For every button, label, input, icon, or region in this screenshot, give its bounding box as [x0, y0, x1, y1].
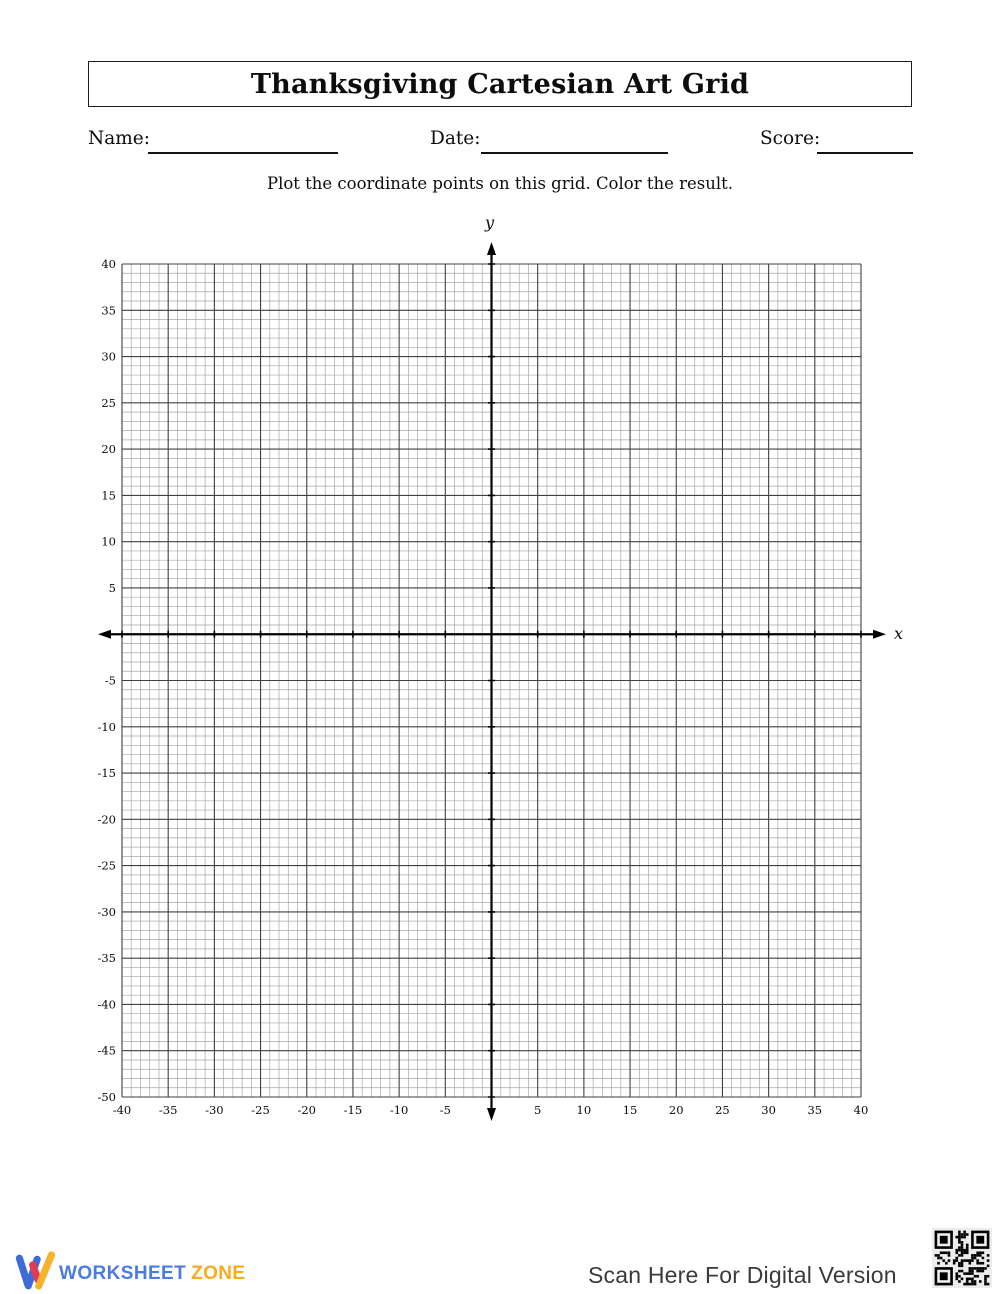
svg-text:-30: -30	[205, 1103, 224, 1117]
worksheetzone-w-logo-icon	[15, 1251, 56, 1290]
svg-text:-40: -40	[97, 997, 116, 1011]
date-label: Date:	[430, 128, 481, 149]
axis-tick-marks	[121, 263, 862, 1098]
date-input-line[interactable]	[481, 152, 668, 154]
instruction-text: Plot the coordinate points on this grid.…	[266, 174, 734, 193]
svg-text:-15: -15	[344, 1103, 363, 1117]
svg-text:-5: -5	[440, 1103, 451, 1117]
score-input-line[interactable]	[817, 152, 913, 154]
svg-text:-20: -20	[297, 1103, 316, 1117]
svg-text:20: 20	[669, 1103, 684, 1117]
name-label: Name:	[88, 128, 150, 149]
svg-text:-50: -50	[97, 1090, 116, 1104]
svg-text:y: y	[484, 213, 495, 232]
svg-text:-45: -45	[97, 1044, 116, 1058]
svg-text:30: 30	[101, 350, 116, 364]
svg-text:-35: -35	[97, 951, 116, 965]
svg-text:35: 35	[807, 1103, 822, 1117]
minor-gridlines	[122, 264, 861, 1097]
brand-wordmark: WORKSHEET ZONE	[59, 1263, 246, 1285]
svg-text:40: 40	[854, 1103, 869, 1117]
svg-text:-30: -30	[97, 905, 116, 919]
svg-text:5: 5	[109, 581, 116, 595]
svg-text:40: 40	[101, 257, 116, 271]
scan-here-text: Scan Here For Digital Version	[588, 1262, 897, 1288]
svg-text:5: 5	[534, 1103, 541, 1117]
qr-code-icon	[932, 1228, 992, 1288]
svg-text:25: 25	[101, 396, 116, 410]
svg-text:-40: -40	[113, 1103, 132, 1117]
svg-text:15: 15	[101, 488, 116, 502]
svg-text:-5: -5	[105, 674, 116, 688]
svg-text:20: 20	[101, 442, 116, 456]
svg-text:-10: -10	[97, 720, 116, 734]
axes: x y	[98, 213, 903, 1121]
svg-text:10: 10	[101, 535, 116, 549]
major-gridlines	[121, 263, 862, 1098]
svg-text:-15: -15	[97, 766, 116, 780]
svg-text:-35: -35	[159, 1103, 178, 1117]
svg-text:15: 15	[623, 1103, 638, 1117]
svg-text:-25: -25	[251, 1103, 270, 1117]
x-axis-tick-labels: -40 -35 -30 -25 -20 -15 -10 -5 5 10 15 20 25 30 35 40	[113, 1103, 869, 1117]
brand-word-zone: ZONE	[191, 1263, 246, 1284]
svg-text:25: 25	[715, 1103, 730, 1117]
svg-text:x: x	[894, 624, 903, 643]
title-box: Thanksgiving Cartesian Art Grid	[88, 61, 912, 107]
svg-text:35: 35	[101, 303, 116, 317]
score-label: Score:	[760, 128, 821, 149]
svg-text:-10: -10	[390, 1103, 409, 1117]
page-title: Thanksgiving Cartesian Art Grid	[250, 68, 750, 100]
name-input-line[interactable]	[148, 152, 338, 154]
svg-text:-25: -25	[97, 859, 116, 873]
svg-text:-20: -20	[97, 812, 116, 826]
svg-text:30: 30	[761, 1103, 776, 1117]
y-axis-tick-labels: 40 35 30 25 20 15 10 5 -5 -10 -15 -20 -25 -30 -35 -40 -4…	[97, 257, 116, 1104]
svg-text:10: 10	[577, 1103, 592, 1117]
brand-word-worksheet: WORKSHEET	[59, 1263, 187, 1284]
